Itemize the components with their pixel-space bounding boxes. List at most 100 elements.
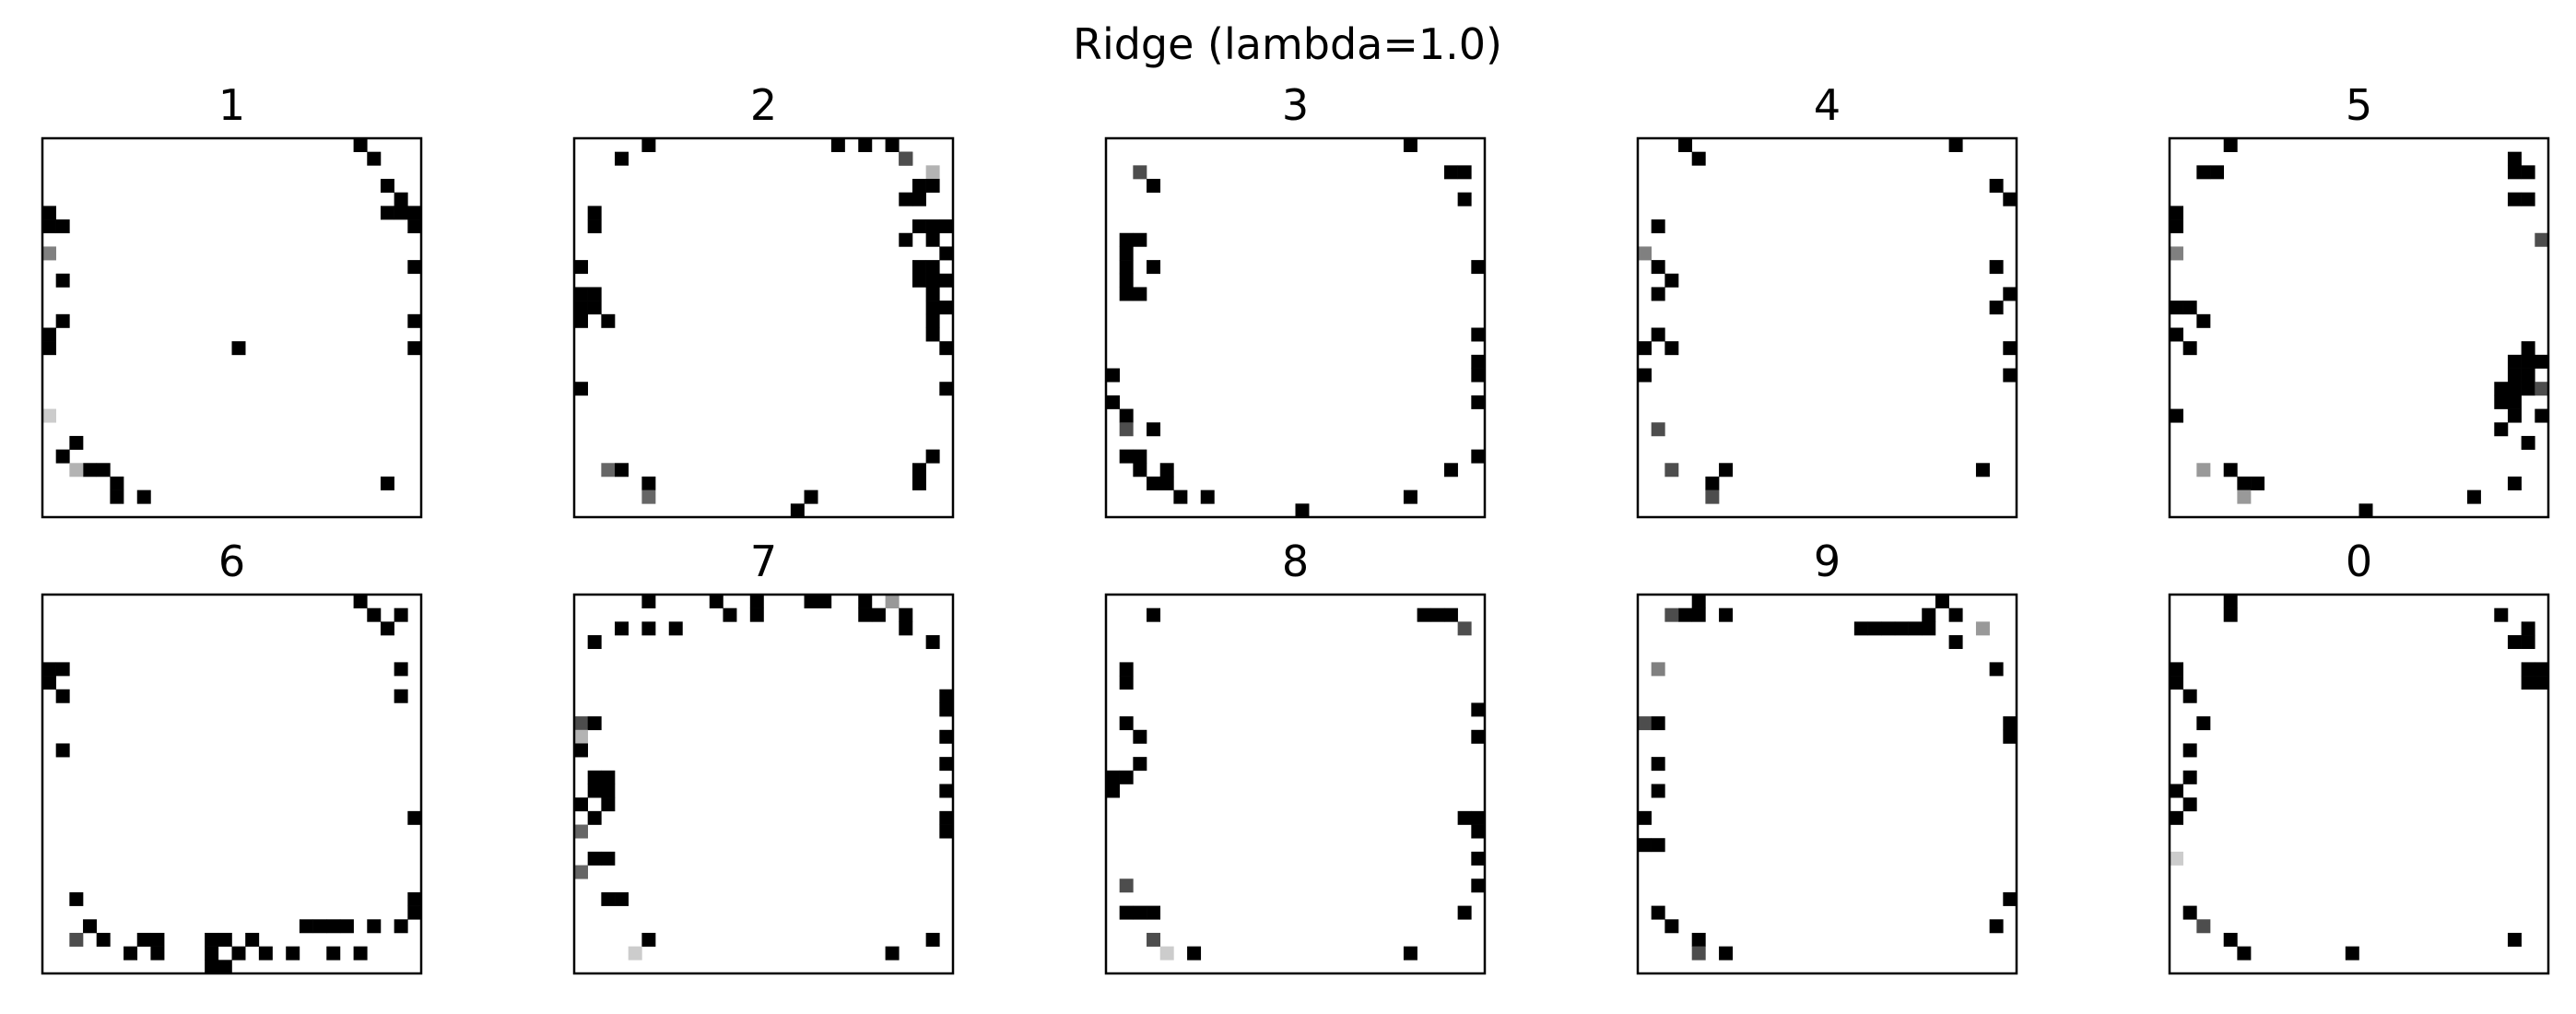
heatmap-cell (1119, 662, 1134, 677)
heatmap-cell (367, 607, 382, 622)
heatmap-cell (858, 607, 873, 622)
heatmap-cell (2535, 676, 2549, 690)
heatmap-cell (1638, 838, 1652, 853)
heatmap-cell (2507, 932, 2522, 947)
heatmap-cell (2507, 382, 2522, 396)
heatmap-cell (1133, 287, 1147, 301)
heatmap-cell (1471, 878, 1486, 893)
heatmap-cell (601, 851, 616, 866)
heatmap-cell (1651, 905, 1665, 920)
heatmap-cell (69, 932, 84, 947)
heatmap-cell (2521, 382, 2535, 396)
heatmap-cell (899, 192, 913, 206)
heatmap-cell (1881, 621, 1896, 636)
heatmap-cell (2170, 662, 2183, 677)
heatmap-cell (1417, 607, 1431, 622)
heatmap-cell (1147, 607, 1161, 622)
heatmap-cell (380, 206, 394, 220)
heatmap-cell (1471, 327, 1486, 342)
heatmap-cell (925, 179, 940, 194)
heatmap-cell (1691, 946, 1706, 961)
heatmap-cell (1403, 489, 1417, 504)
heatmap-cell (55, 313, 70, 328)
heatmap-cell (367, 919, 382, 934)
heatmap-cell (858, 138, 873, 152)
heatmap-cell (1638, 368, 1652, 383)
heatmap-cell (1471, 810, 1486, 825)
heatmap-cell (912, 273, 926, 288)
panel-5: 5 (2168, 80, 2550, 519)
heatmap-cell (1691, 595, 1706, 608)
heatmap-cell (1678, 607, 1693, 622)
heatmap-cell (871, 607, 886, 622)
panel-frame (572, 136, 955, 519)
heatmap-cell (1664, 463, 1679, 478)
heatmap-cell (326, 946, 341, 961)
panel-6: 6 (41, 536, 423, 975)
heatmap-cell (42, 219, 56, 234)
heatmap-cell (1403, 946, 1417, 961)
heatmap-cell (2003, 368, 2017, 383)
heatmap-cell (42, 408, 56, 423)
heatmap-cell (1295, 503, 1310, 518)
heatmap-cell (939, 824, 954, 839)
heatmap-cell (1678, 138, 1693, 152)
heatmap-cell (2521, 621, 2535, 636)
heatmap-cell (2521, 165, 2535, 180)
heatmap-cell (790, 503, 805, 518)
heatmap-cell (615, 891, 629, 906)
heatmap-cell (2521, 676, 2535, 690)
heatmap-cell (394, 607, 408, 622)
heatmap-cell (1638, 810, 1652, 825)
heatmap-cell (1106, 770, 1120, 784)
heatmap-cell (69, 891, 84, 906)
heatmap-cell (749, 595, 764, 608)
heatmap-cell (286, 946, 300, 961)
heatmap-cell (668, 621, 683, 636)
heatmap-cell (939, 273, 954, 288)
heatmap-cell (2170, 784, 2183, 798)
heatmap-cell (1457, 165, 1472, 180)
heatmap-cell (2507, 192, 2522, 206)
heatmap-cell (1119, 422, 1134, 437)
heatmap-cell (804, 595, 818, 608)
heatmap-cell (2182, 743, 2197, 758)
heatmap-cell (1651, 838, 1665, 853)
heatmap-cell (925, 260, 940, 275)
heatmap-cell (1719, 463, 1734, 478)
heatmap-cell (326, 919, 341, 934)
panel-frame (41, 593, 423, 975)
heatmap-cell (245, 932, 260, 947)
heatmap-cell (1691, 932, 1706, 947)
heatmap-cell (749, 607, 764, 622)
heatmap-cell (1922, 621, 1936, 636)
heatmap-cell (939, 729, 954, 744)
heatmap-cell (110, 476, 124, 490)
heatmap-cell (2507, 395, 2522, 409)
heatmap-cell (2170, 327, 2183, 342)
heatmap-cell (42, 206, 56, 220)
heatmap-cell (136, 489, 151, 504)
heatmap-cell (601, 770, 616, 784)
heatmap-cell (299, 919, 313, 934)
heatmap-cell (394, 689, 408, 703)
heatmap-cell (925, 313, 940, 328)
heatmap-cell (1664, 273, 1679, 288)
heatmap-cell (2535, 382, 2549, 396)
panel-frame (1104, 593, 1487, 975)
heatmap-cell (1159, 476, 1174, 490)
heatmap-cell (587, 219, 602, 234)
heatmap-cell (353, 595, 368, 608)
heatmap-cell (1471, 260, 1486, 275)
heatmap-cell (925, 273, 940, 288)
heatmap-cell (2196, 716, 2211, 731)
panel-frame (1104, 136, 1487, 519)
heatmap-cell (1119, 770, 1134, 784)
heatmap-cell (1975, 463, 1990, 478)
heatmap-cell (205, 960, 219, 974)
heatmap-cell (574, 382, 588, 396)
panel-title: 7 (750, 536, 777, 586)
heatmap-cell (2521, 341, 2535, 356)
heatmap-cell (407, 313, 422, 328)
heatmap-cell (1119, 260, 1134, 275)
